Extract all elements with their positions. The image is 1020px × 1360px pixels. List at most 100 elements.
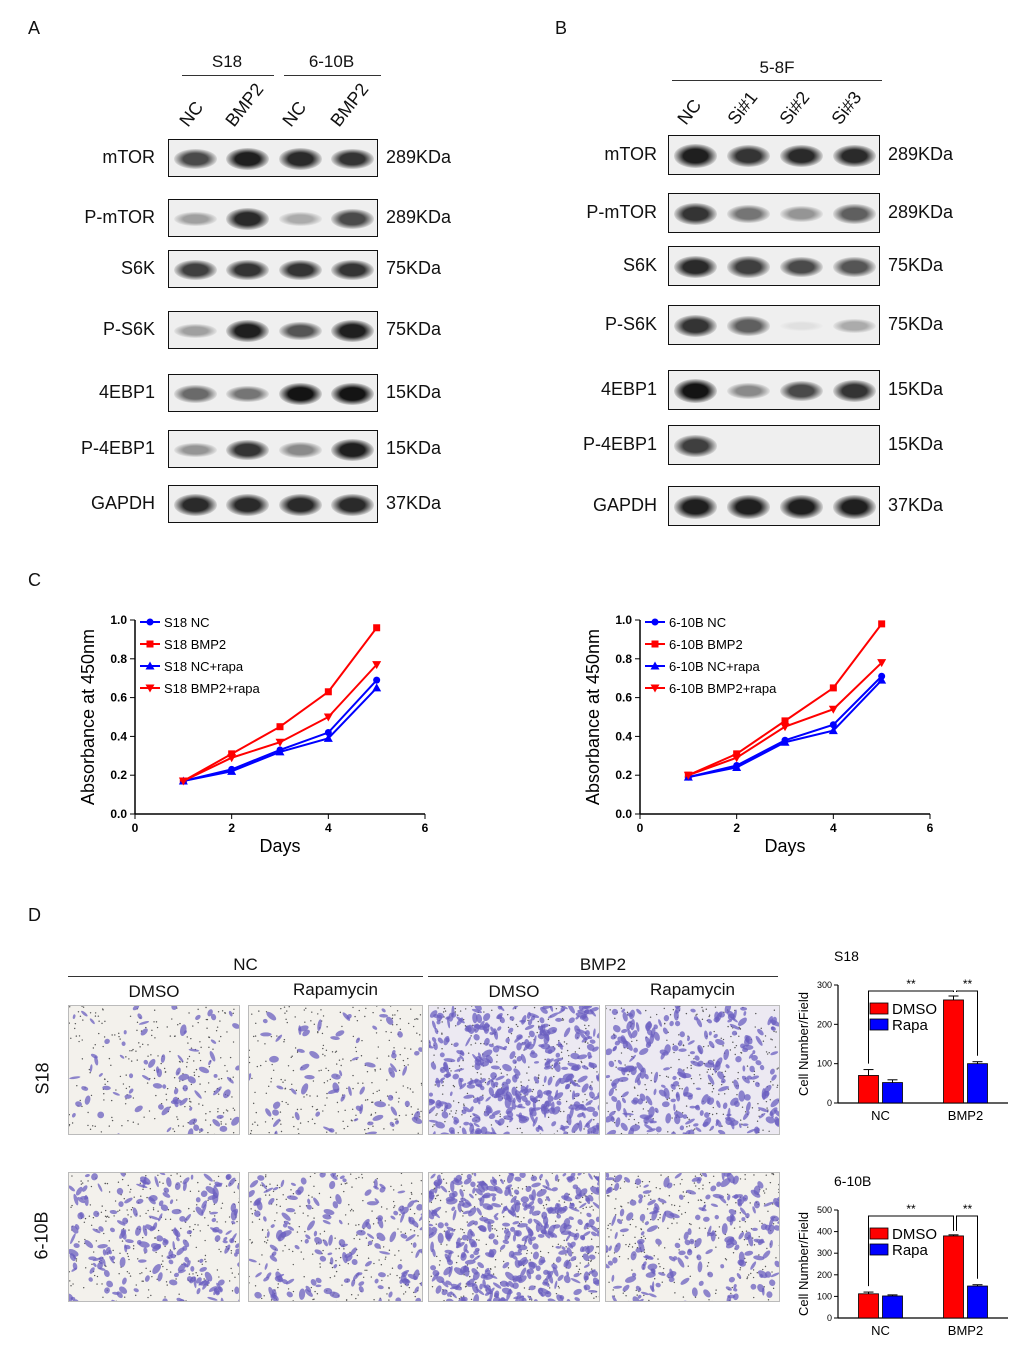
stained-cell	[502, 1262, 510, 1269]
stained-cell	[741, 1217, 746, 1222]
band	[832, 144, 877, 168]
pore-dot	[470, 1078, 472, 1080]
pore-dot	[455, 1261, 458, 1264]
stained-cell	[198, 1128, 204, 1132]
stained-cell	[179, 1299, 185, 1301]
stained-cell	[452, 1179, 463, 1186]
blot-strip	[168, 485, 378, 523]
stained-cell	[505, 1037, 510, 1044]
pore-dot	[296, 1108, 299, 1111]
legend-swatch	[869, 1243, 889, 1256]
pore-dot	[711, 1113, 714, 1116]
pore-dot	[104, 1182, 106, 1185]
pore-dot	[169, 1271, 172, 1273]
data-point	[227, 754, 237, 763]
pore-dot	[608, 1281, 610, 1284]
pore-dot	[403, 1293, 405, 1295]
pore-dot	[128, 1258, 130, 1261]
data-point	[781, 717, 789, 725]
stained-cell	[379, 1013, 389, 1018]
pore-dot	[103, 1099, 105, 1101]
pore-dot	[265, 1236, 267, 1238]
pore-dot	[393, 1206, 395, 1209]
pore-dot	[565, 1100, 568, 1103]
pore-dot	[457, 1132, 459, 1134]
stained-cell	[577, 1075, 588, 1083]
pore-dot	[773, 1009, 776, 1011]
stained-cell	[339, 1175, 345, 1179]
pore-dot	[407, 1057, 409, 1060]
stained-cell	[693, 1016, 698, 1021]
pore-dot	[105, 1265, 107, 1267]
stained-cell	[563, 1224, 572, 1230]
stained-cell	[468, 1193, 474, 1199]
pore-dot	[75, 1035, 78, 1037]
band	[331, 148, 375, 170]
stained-cell	[651, 1209, 658, 1221]
pore-dot	[198, 1190, 200, 1192]
pore-dot	[335, 1248, 337, 1250]
stained-cell	[79, 1211, 85, 1219]
pore-dot	[343, 1248, 345, 1250]
stained-cell	[305, 1285, 312, 1293]
pore-dot	[233, 1109, 236, 1111]
stained-cell	[429, 1092, 433, 1097]
pore-dot	[197, 1181, 199, 1184]
stained-cell	[481, 1049, 493, 1058]
pore-dot	[364, 1269, 366, 1272]
pore-dot	[399, 1053, 401, 1056]
pore-dot	[582, 1207, 584, 1210]
stained-cell	[339, 1070, 343, 1077]
pore-dot	[195, 1246, 197, 1249]
pore-dot	[609, 1009, 611, 1011]
stained-cell	[330, 1257, 334, 1265]
y-tick-label: 500	[817, 1205, 832, 1215]
stained-cell	[263, 1276, 270, 1282]
pore-dot	[607, 1110, 609, 1113]
pore-dot	[739, 1220, 741, 1222]
pore-dot	[620, 1132, 623, 1134]
column-label: DMSO	[488, 982, 540, 1001]
bar	[943, 999, 964, 1104]
stained-cell	[631, 1272, 637, 1278]
pore-dot	[615, 1198, 617, 1200]
stained-cell	[381, 1008, 386, 1013]
stained-cell	[429, 1010, 438, 1018]
x-tick-label: 6	[422, 821, 429, 835]
stained-cell	[280, 1179, 285, 1188]
pore-dot	[662, 1203, 664, 1205]
stained-cell	[750, 1075, 760, 1080]
stained-cell	[582, 1006, 593, 1009]
pore-dot	[551, 1245, 554, 1248]
blot-strip	[668, 370, 880, 410]
pore-dot	[132, 1245, 135, 1247]
pore-dot	[553, 1075, 555, 1078]
stained-cell	[275, 1271, 283, 1282]
stained-cell	[737, 1259, 744, 1266]
pore-dot	[106, 1215, 109, 1218]
stained-cell	[118, 1201, 124, 1207]
pore-dot	[392, 1129, 394, 1131]
pore-dot	[131, 1050, 133, 1052]
pore-dot	[298, 1132, 300, 1134]
stained-cell	[699, 1110, 704, 1116]
pore-dot	[230, 1249, 233, 1252]
stained-cell	[680, 1277, 690, 1285]
stained-cell	[173, 1272, 179, 1278]
stained-cell	[119, 1054, 125, 1059]
chart-title: 6-10B	[834, 1173, 871, 1189]
stained-cell	[473, 1034, 480, 1041]
pore-dot	[437, 1007, 439, 1009]
pore-dot	[114, 1301, 115, 1302]
stained-cell	[455, 1241, 462, 1247]
pore-dot	[371, 1240, 374, 1242]
stained-cell	[446, 1298, 454, 1301]
stained-cell	[547, 1095, 554, 1102]
stained-cell	[184, 1256, 190, 1263]
molecular-weight-label: 75KDa	[386, 319, 442, 339]
stained-cell	[626, 1212, 634, 1221]
pore-dot	[226, 1031, 228, 1033]
pore-dot	[687, 1265, 689, 1267]
stained-cell	[475, 1127, 482, 1134]
pore-dot	[774, 1046, 777, 1048]
